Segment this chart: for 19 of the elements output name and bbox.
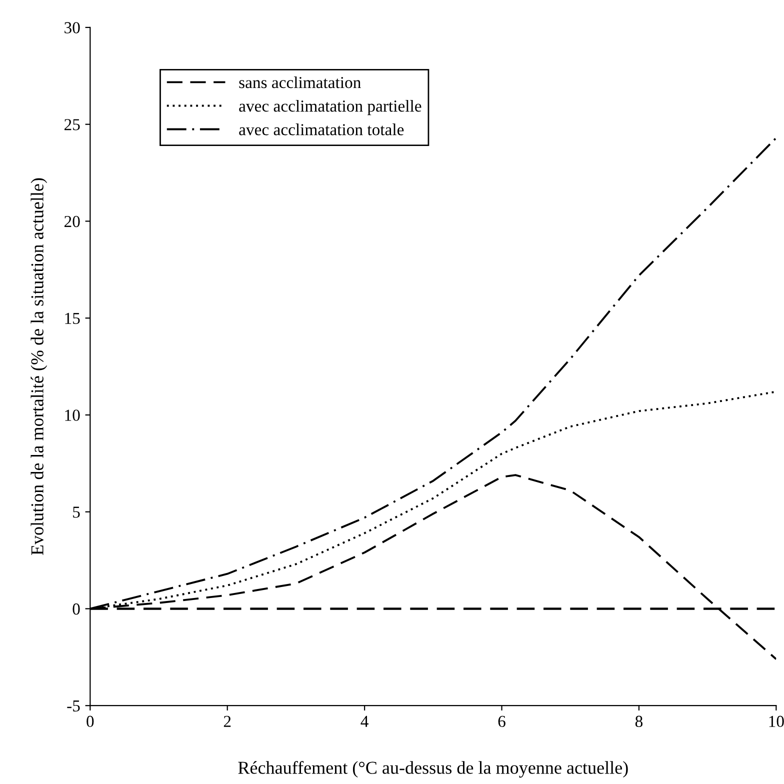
y-axis-title: Evolution de la mortalité (% de la situation actuelle) <box>30 178 48 556</box>
y-tick-label: 25 <box>64 119 80 130</box>
x-tick-label: 8 <box>635 716 642 728</box>
y-tick-label: 0 <box>72 603 80 615</box>
y-tick-label: 15 <box>65 312 80 324</box>
y-tick-label: -5 <box>67 700 80 712</box>
y-tick-label: 20 <box>64 216 80 228</box>
x-tick-label: 6 <box>498 716 506 728</box>
legend-label: avec acclimatation partielle <box>239 100 422 116</box>
legend-label: avec acclimatation totale <box>239 124 404 136</box>
x-tick-label: 2 <box>224 716 231 727</box>
x-tick-label: 4 <box>360 716 368 727</box>
y-tick-label: 5 <box>73 506 80 518</box>
x-tick-label: 10 <box>769 716 784 728</box>
x-axis-title: Réchauffement (°C au-dessus de la moyenne actuelle) <box>238 760 628 778</box>
y-tick-label: 10 <box>65 410 80 421</box>
x-tick-label: 0 <box>86 716 94 728</box>
legend-label: sans acclimatation <box>239 76 361 88</box>
y-tick-label: 30 <box>64 22 80 34</box>
